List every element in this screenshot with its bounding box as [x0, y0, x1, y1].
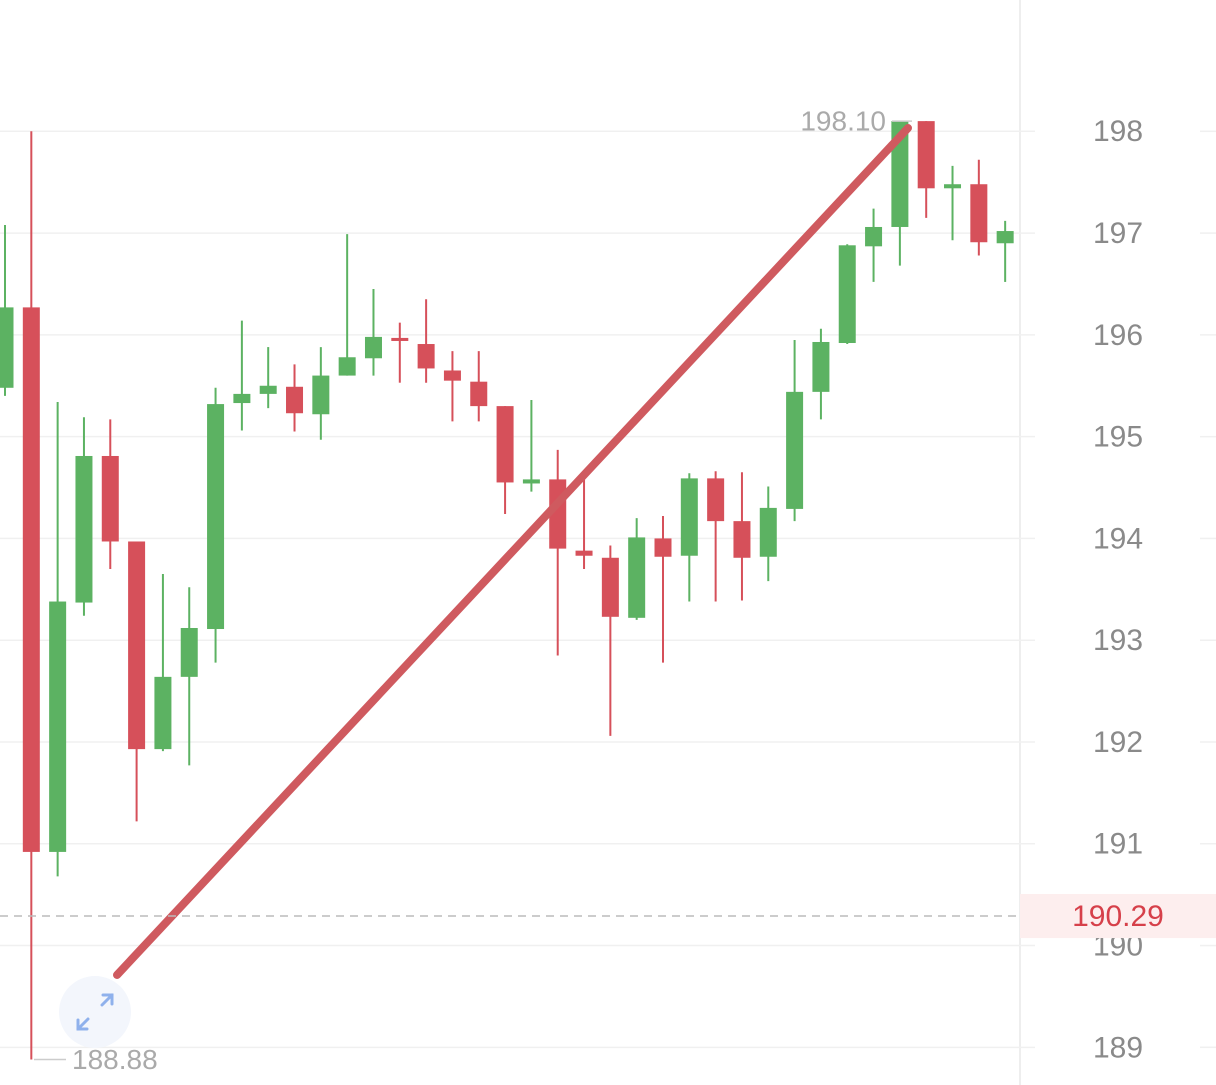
candle-body	[338, 357, 356, 376]
candle-body	[49, 601, 67, 852]
candle-body	[733, 521, 751, 558]
candle-body	[575, 550, 593, 556]
last-price-bg	[1020, 894, 1216, 939]
y-tick-label: 195	[1093, 421, 1143, 454]
candle-body	[628, 537, 646, 618]
y-tick-label: 189	[1093, 1031, 1143, 1064]
candle-body	[996, 231, 1014, 244]
candle-body	[522, 479, 540, 484]
grid	[0, 130, 1216, 1049]
max-label: 198.10	[800, 106, 886, 137]
candle-body	[154, 676, 172, 750]
candle-body	[417, 344, 435, 369]
y-tick-label: 192	[1093, 726, 1143, 759]
candle-body	[865, 226, 883, 247]
candle-body	[944, 184, 962, 189]
candle-body	[970, 184, 988, 243]
candle-body	[654, 538, 672, 557]
candle-body	[786, 391, 804, 509]
candle-body	[496, 406, 514, 483]
candle-body	[259, 385, 277, 394]
candle-body	[812, 341, 830, 392]
candle-body	[391, 337, 409, 341]
candle-body	[601, 557, 619, 617]
y-tick-label: 196	[1093, 319, 1143, 352]
candle-body	[128, 541, 146, 750]
labels: 189190191192193194195196197198190.29198.…	[0, 106, 1216, 1075]
candle-body	[75, 455, 93, 603]
expand-bg[interactable]	[59, 976, 131, 1048]
candle-body	[891, 121, 909, 227]
candle-body	[443, 370, 461, 381]
candle-body	[233, 393, 251, 404]
candle-body	[759, 507, 777, 557]
candle-body	[917, 121, 935, 189]
y-tick-label: 198	[1093, 115, 1143, 148]
expand-icon[interactable]	[76, 993, 114, 1031]
candle-body	[180, 627, 198, 677]
candle-body	[22, 307, 40, 852]
candle-body	[0, 307, 14, 388]
candles	[0, 121, 1014, 1060]
expand-button[interactable]	[59, 976, 131, 1048]
candle-body	[312, 375, 330, 415]
candle-body	[680, 478, 698, 556]
candle-body	[470, 381, 488, 407]
candle-body	[364, 336, 382, 359]
candle-body	[286, 386, 304, 414]
y-tick-label: 191	[1093, 828, 1143, 861]
y-tick-label: 194	[1093, 522, 1143, 555]
trend-line	[113, 124, 912, 979]
candle-body	[207, 404, 225, 630]
y-tick-label: 193	[1093, 624, 1143, 657]
last-price-label: 190.29	[1072, 900, 1164, 933]
candle-body	[838, 245, 856, 344]
y-tick-label: 197	[1093, 217, 1143, 250]
min-label: 188.88	[72, 1044, 158, 1075]
candle-body	[101, 455, 119, 542]
candle-body	[707, 478, 725, 522]
